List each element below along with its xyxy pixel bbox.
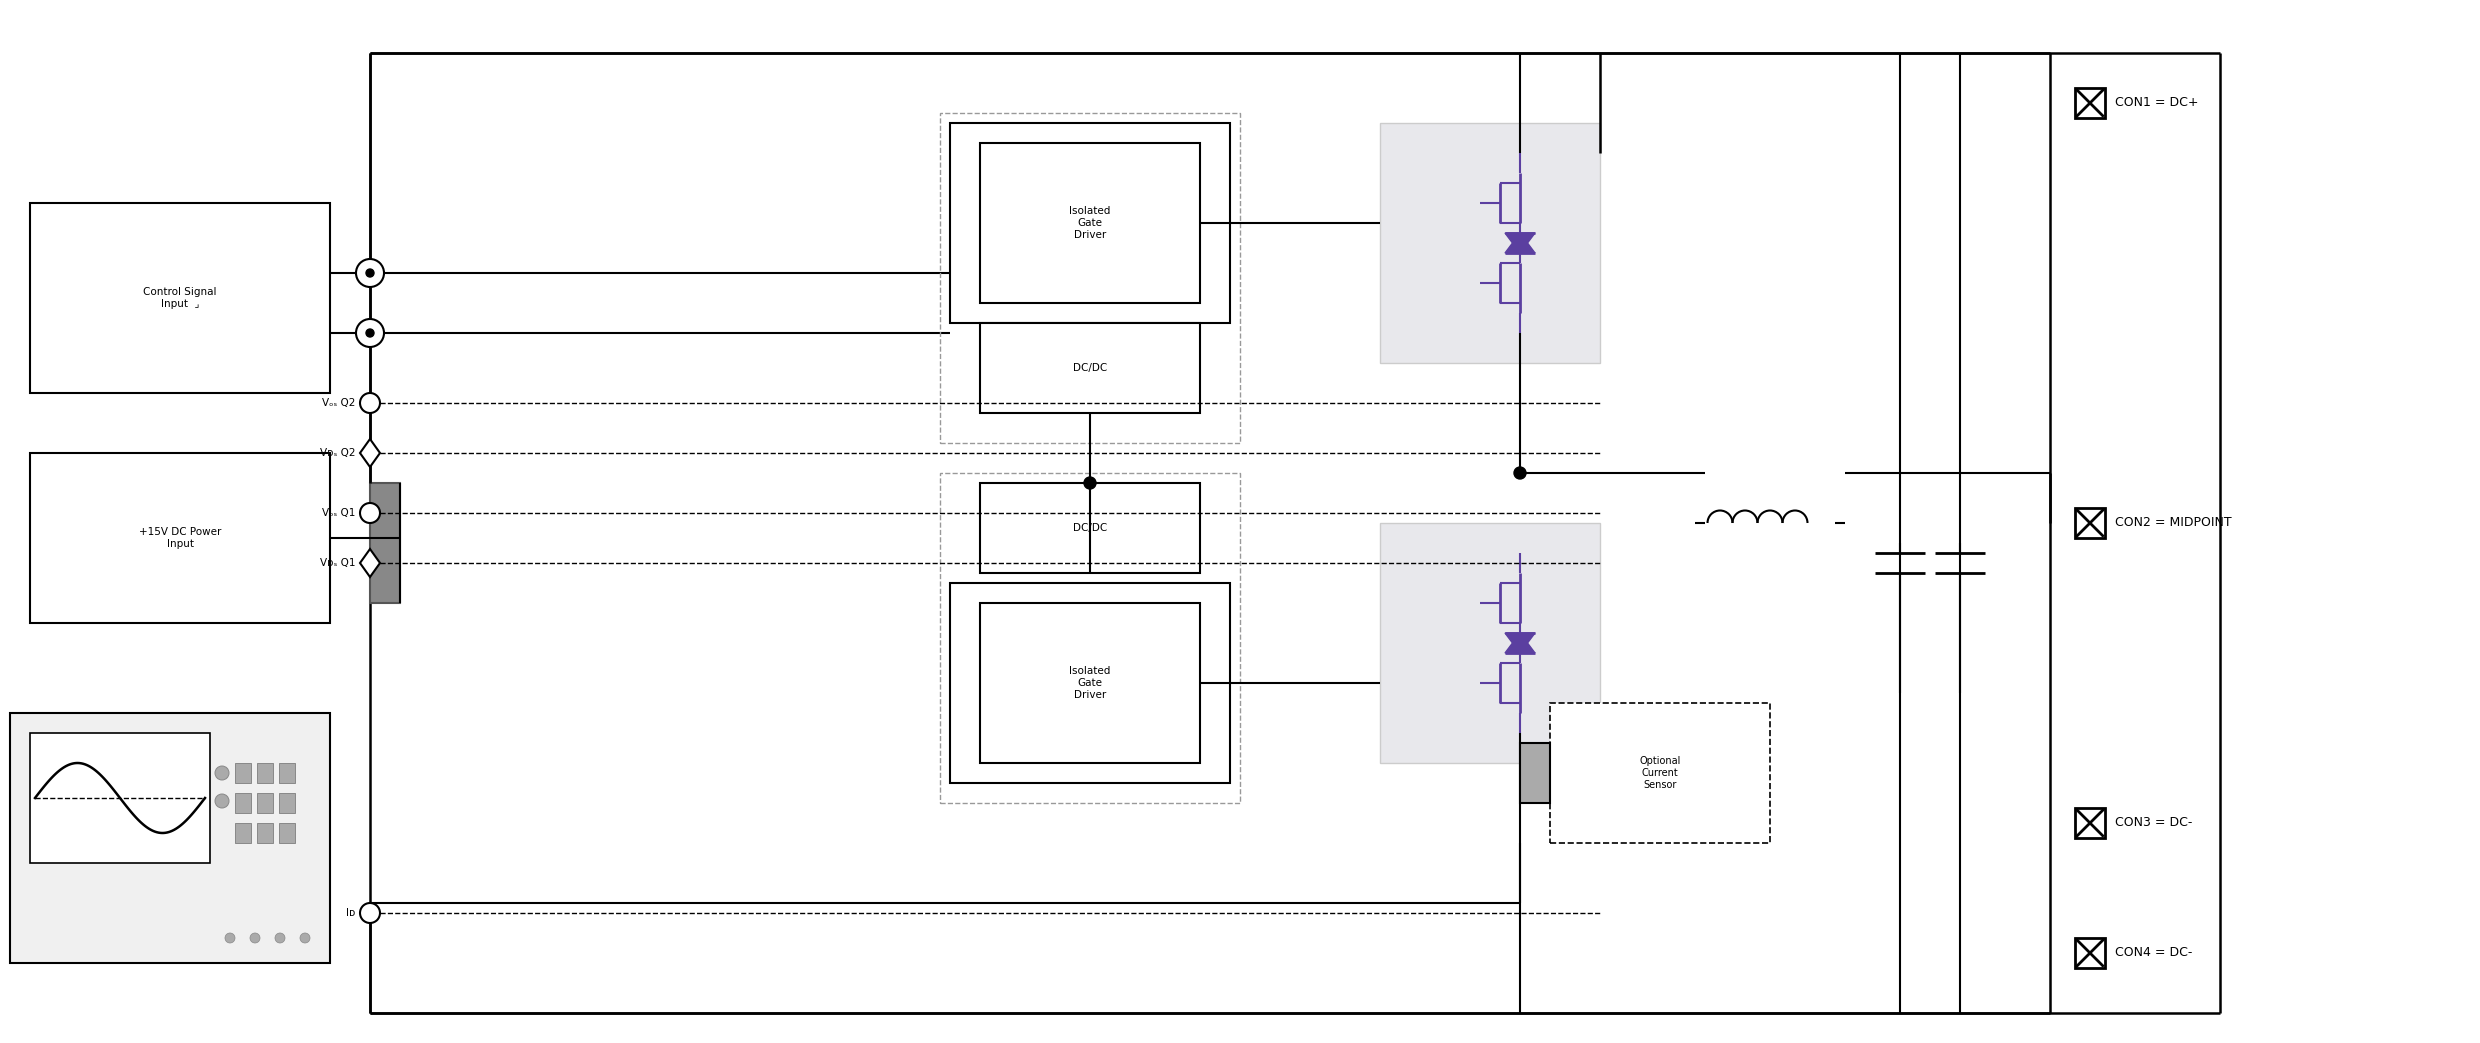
Text: Isolated
Gate
Driver: Isolated Gate Driver [1069,207,1111,240]
Bar [236,763,250,783]
Bar [2076,938,2106,968]
Bar [370,483,399,603]
Bar [236,823,250,843]
Bar [940,113,1240,443]
Text: Control Signal
Input  ⌟: Control Signal Input ⌟ [144,287,216,309]
Bar [950,583,1230,783]
Bar [980,603,1200,763]
Text: Isolated
Gate
Driver: Isolated Gate Driver [1069,666,1111,700]
Bar [2076,88,2106,118]
Bar [258,823,273,843]
Bar [258,793,273,812]
Text: Vₒₛ Q2: Vₒₛ Q2 [322,398,355,408]
Bar [278,793,295,812]
Circle shape [250,933,260,943]
Circle shape [357,319,384,347]
Bar [1379,523,1600,763]
Circle shape [226,933,236,943]
Text: CON3 = DC-: CON3 = DC- [2115,817,2192,829]
Text: CON2 = MIDPOINT: CON2 = MIDPOINT [2115,516,2232,530]
Bar [2076,508,2106,538]
Text: Vₒₛ Q1: Vₒₛ Q1 [322,508,355,518]
Circle shape [275,933,285,943]
Bar [10,713,330,963]
Bar [980,143,1200,304]
Polygon shape [360,439,379,467]
Bar [30,453,330,623]
Bar [278,823,295,843]
Circle shape [367,269,374,277]
Bar [2076,808,2106,838]
Polygon shape [1505,233,1535,253]
Bar [30,203,330,393]
Circle shape [1084,477,1096,489]
Bar [980,483,1200,573]
Text: Optional
Current
Sensor: Optional Current Sensor [1639,756,1681,790]
Text: CON4 = DC-: CON4 = DC- [2115,946,2192,960]
Bar [940,472,1240,803]
Circle shape [360,903,379,923]
Circle shape [360,503,379,523]
Bar [30,733,211,863]
Text: Iᴅ: Iᴅ [345,908,355,918]
Polygon shape [360,549,379,577]
Bar [1379,123,1600,363]
Text: CON1 = DC+: CON1 = DC+ [2115,97,2197,110]
Bar [1520,743,1550,803]
Circle shape [216,766,228,780]
Bar [258,763,273,783]
Text: DC/DC: DC/DC [1074,523,1106,533]
Polygon shape [1505,633,1535,653]
Circle shape [1513,467,1525,479]
Bar [278,763,295,783]
Bar [950,123,1230,323]
Circle shape [367,329,374,337]
Circle shape [216,794,228,808]
Circle shape [357,259,384,287]
Polygon shape [1505,233,1535,253]
Text: Vᴅₛ Q2: Vᴅₛ Q2 [320,448,355,458]
Circle shape [300,933,310,943]
Bar [980,323,1200,413]
Text: +15V DC Power
Input: +15V DC Power Input [139,527,221,549]
Bar [1550,703,1771,843]
Circle shape [360,393,379,413]
Text: DC/DC: DC/DC [1074,363,1106,373]
Polygon shape [1505,633,1535,653]
Text: Vᴅₛ Q1: Vᴅₛ Q1 [320,558,355,568]
Bar [236,793,250,812]
